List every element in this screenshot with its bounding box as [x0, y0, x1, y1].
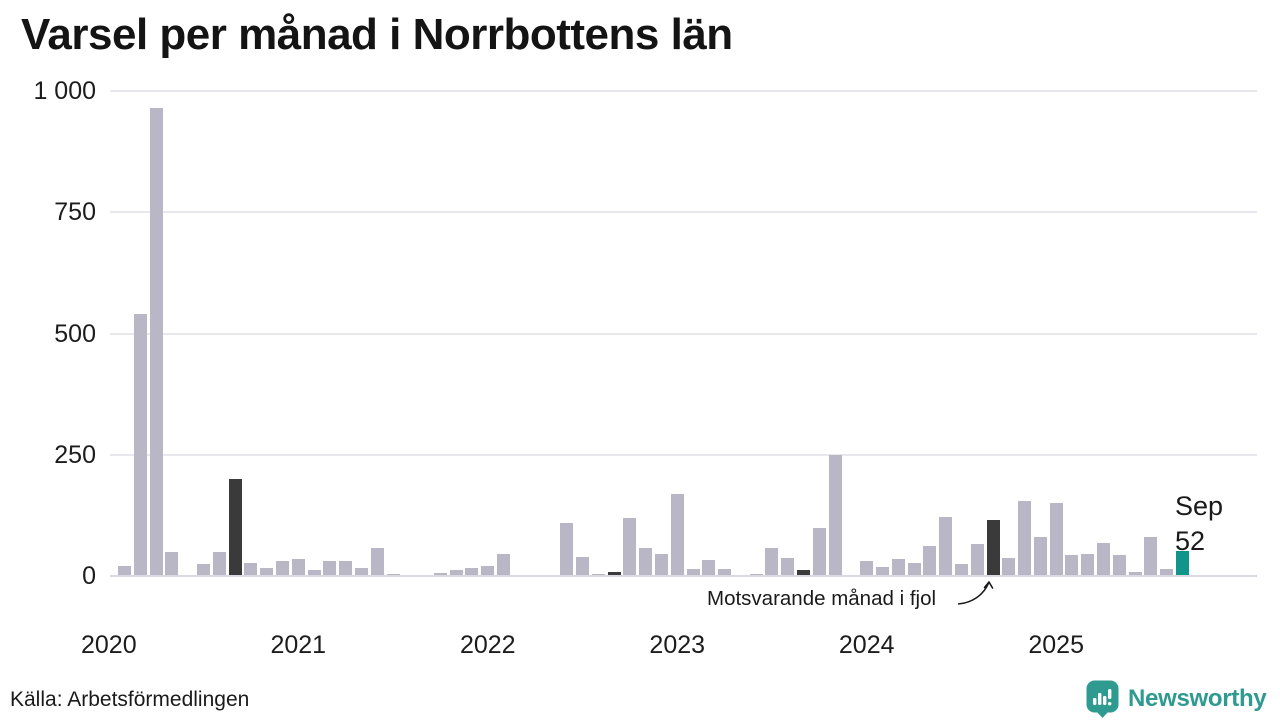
bar-2023-02 — [686, 568, 700, 576]
bar-2025-01 — [1049, 503, 1063, 576]
bar-2025-07 — [1144, 537, 1158, 576]
bar-2021-12 — [465, 568, 479, 576]
bar-2023-09 — [797, 570, 811, 576]
annotation-arrow-icon — [957, 581, 994, 605]
current-month-name: Sep — [1175, 491, 1224, 521]
bar-2023-01 — [670, 493, 684, 576]
bar-2022-12 — [654, 553, 668, 576]
bar-2025-03 — [1081, 554, 1095, 576]
bar-2025-09 — [1176, 550, 1190, 576]
current-month-value: 52 — [1175, 526, 1206, 556]
bar-2025-04 — [1097, 543, 1111, 576]
bar-2022-07 — [576, 556, 589, 576]
bar-2025-08 — [1160, 568, 1174, 576]
bar-2022-11 — [639, 547, 653, 576]
bar-2022-10 — [623, 517, 637, 576]
bar-2020-05 — [165, 551, 179, 576]
bar-2020-10 — [244, 562, 258, 576]
bar-2020-09 — [228, 479, 242, 576]
bar-2024-01 — [860, 561, 874, 576]
page-title: Varsel per månad i Norrbottens län — [21, 10, 733, 59]
brand-name: Newsworthy — [1128, 685, 1267, 712]
bar-2020-04 — [149, 107, 163, 576]
bar-2021-01 — [291, 559, 305, 576]
bar-2021-04 — [339, 560, 353, 576]
bar-2023-03 — [702, 559, 716, 576]
current-month-value-label: Sep 52 — [1175, 489, 1223, 559]
bar-2023-04 — [718, 568, 732, 576]
bar-2020-12 — [275, 560, 289, 576]
bar-2020-07 — [197, 563, 211, 576]
x-axis-year-label-2020: 2020 — [80, 631, 137, 659]
gridline-y-1000 — [110, 90, 1257, 92]
gridline-y-750 — [110, 211, 1257, 214]
bar-2024-10 — [1002, 557, 1016, 576]
y-axis-tick-label: 1 000 — [33, 77, 96, 105]
brand-logo[interactable]: Newsworthy — [1086, 680, 1267, 718]
x-axis-year-label-2023: 2023 — [649, 631, 706, 659]
bar-2021-05 — [354, 567, 368, 576]
gridline-y-500 — [110, 332, 1257, 335]
bar-2020-08 — [212, 551, 226, 576]
bar-2023-11 — [828, 454, 842, 576]
bar-2024-05 — [923, 545, 937, 576]
bar-2021-03 — [323, 560, 337, 576]
bar-2022-06 — [560, 522, 574, 576]
bar-2024-04 — [907, 562, 921, 576]
y-axis-tick-label: 250 — [54, 440, 96, 469]
x-axis-year-label-2024: 2024 — [838, 631, 895, 659]
source-caption: Källa: Arbetsförmedlingen — [10, 688, 250, 711]
bar-2024-08 — [970, 543, 984, 576]
bar-2024-12 — [1033, 537, 1047, 576]
bar-2020-03 — [133, 314, 147, 576]
bar-2024-11 — [1018, 500, 1032, 576]
y-axis-tick-label: 0 — [82, 562, 96, 590]
bar-2024-03 — [891, 559, 905, 576]
bar-2020-02 — [118, 566, 132, 576]
y-axis-tick-label: 750 — [54, 198, 96, 227]
x-axis-year-label-2021: 2021 — [270, 631, 327, 659]
x-axis-line — [110, 575, 1257, 577]
bar-2024-09 — [986, 520, 1000, 576]
bar-2022-02 — [497, 554, 511, 576]
y-axis-tick-label: 500 — [54, 319, 96, 348]
x-axis-year-label-2022: 2022 — [459, 631, 516, 659]
gridline-y-250 — [110, 453, 1257, 456]
bar-2023-08 — [781, 558, 795, 576]
bar-2025-06 — [1128, 572, 1142, 576]
x-axis-year-label-2025: 2025 — [1028, 631, 1084, 659]
bar-2024-07 — [954, 564, 968, 576]
bar-2025-02 — [1065, 555, 1079, 576]
bar-2022-09 — [607, 572, 621, 576]
bar-2023-07 — [765, 547, 779, 576]
bar-2021-11 — [449, 570, 463, 576]
bar-2020-11 — [260, 567, 274, 576]
bar-2021-02 — [307, 570, 321, 576]
bar-2022-01 — [481, 566, 495, 576]
bar-2023-10 — [812, 527, 826, 576]
comparison-annotation: Motsvarande månad i fjol — [707, 587, 937, 610]
bar-2025-05 — [1112, 555, 1126, 576]
bar-2021-06 — [370, 548, 384, 576]
bar-2021-10 — [433, 573, 447, 576]
bar-2024-06 — [939, 516, 953, 576]
bar-2022-08 — [591, 573, 605, 576]
newsworthy-bubble-chart-icon — [1086, 680, 1119, 718]
bar-2024-02 — [876, 566, 889, 576]
